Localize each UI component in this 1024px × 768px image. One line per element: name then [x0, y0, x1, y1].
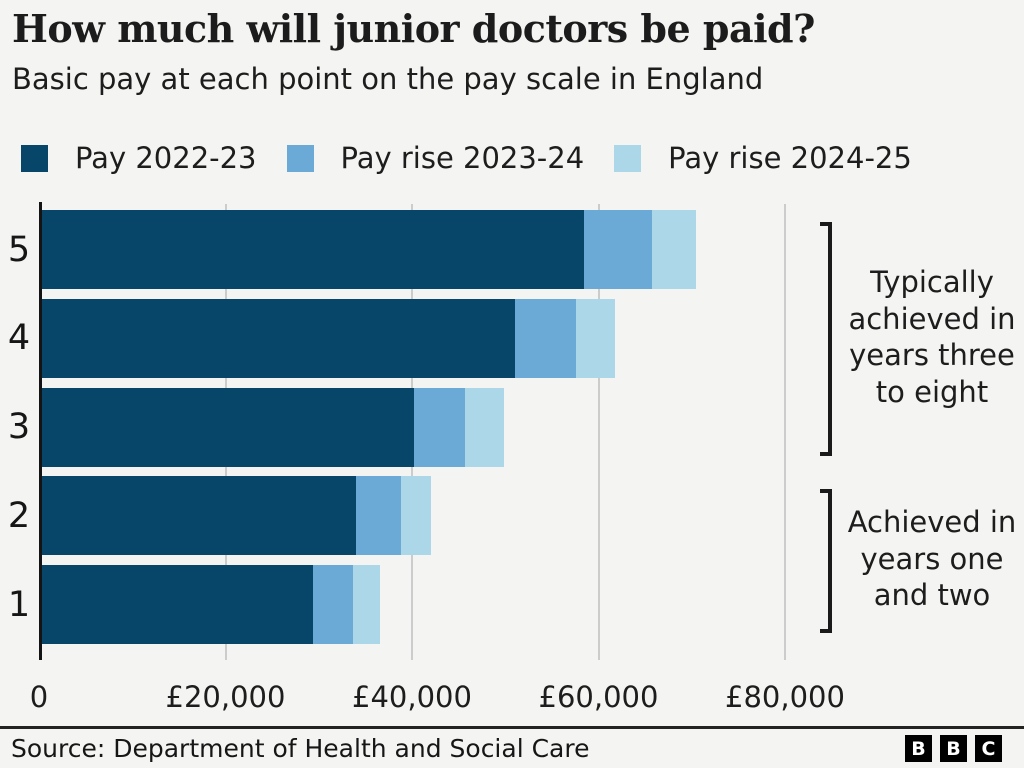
footer-divider	[0, 726, 1024, 729]
bar-segment-5-pay-rise-2023-24	[583, 210, 652, 289]
gridline-80000	[784, 204, 786, 660]
bar-segment-4-pay-rise-2024-25	[575, 298, 616, 378]
category-label-1: 1	[7, 584, 31, 625]
bar-segment-2-pay-2022-23	[39, 476, 357, 556]
legend-item-pay-rise-2024-25: Pay rise 2024-25	[614, 141, 912, 175]
bar-row-4: 4	[8, 298, 785, 378]
plot-area: 5 4 3 2 1	[8, 202, 786, 660]
bar-row-2: 2	[8, 476, 785, 556]
annotation-years-one-and-two: Achieved in years one and two	[847, 505, 1017, 612]
legend-item-pay-2022-23: Pay 2022-23	[21, 141, 257, 175]
bar-row-1: 1	[8, 565, 785, 645]
gridline-60000	[597, 204, 600, 660]
page-subtitle: Basic pay at each point on the pay scale…	[12, 62, 764, 96]
y-axis-line	[39, 202, 42, 660]
legend-swatch-icon	[286, 144, 314, 172]
bar-segment-4-pay-rise-2023-24	[514, 298, 576, 378]
legend-label: Pay 2022-23	[75, 141, 257, 175]
bar-segment-5-pay-rise-2024-25	[651, 210, 696, 289]
legend-swatch-icon	[21, 144, 48, 172]
category-label-4: 4	[7, 318, 31, 359]
bbc-logo: B B C	[905, 735, 1002, 762]
legend-item-pay-rise-2023-24: Pay rise 2023-24	[286, 141, 585, 175]
bar-segment-4-pay-2022-23	[39, 298, 515, 378]
legend-label: Pay rise 2024-25	[668, 141, 912, 175]
category-label-5: 5	[7, 229, 31, 270]
bar-row-3: 3	[8, 387, 785, 467]
x-tick-label-40000: £40,000	[352, 680, 472, 714]
bar-segment-3-pay-rise-2024-25	[465, 387, 505, 467]
chart-legend: Pay 2022-23 Pay rise 2023-24 Pay rise 20…	[21, 141, 912, 175]
bar-segment-2-pay-rise-2023-24	[356, 476, 401, 556]
bar-segment-1-pay-2022-23	[39, 565, 313, 645]
bbc-logo-block: C	[975, 735, 1002, 762]
bar-segment-3-pay-rise-2023-24	[414, 387, 466, 467]
bar-row-5: 5	[8, 210, 785, 289]
x-tick-label-20000: £20,000	[165, 680, 286, 714]
bbc-logo-block: B	[940, 735, 967, 762]
category-label-3: 3	[7, 407, 31, 448]
bars-container: 5 4 3 2 1	[8, 204, 785, 660]
bar-segment-2-pay-rise-2024-25	[400, 476, 431, 556]
x-tick-label-80000: £80,000	[725, 680, 845, 714]
x-axis-tick-labels: 0 £20,000 £40,000 £60,000 £80,000	[30, 680, 845, 716]
bbc-logo-block: B	[905, 735, 932, 762]
bracket-years-one-and-two	[820, 489, 832, 633]
bar-segment-5-pay-2022-23	[39, 210, 584, 289]
bar-segment-3-pay-2022-23	[39, 387, 415, 467]
category-label-2: 2	[7, 495, 31, 536]
x-tick-label-60000: £60,000	[538, 680, 659, 714]
bar-segment-1-pay-rise-2024-25	[353, 565, 381, 645]
annotation-years-three-to-eight: Typically achieved in years three to eig…	[848, 265, 1016, 409]
page-title: How much will junior doctors be paid?	[12, 6, 815, 51]
legend-label: Pay rise 2023-24	[340, 141, 585, 175]
legend-swatch-icon	[614, 144, 642, 172]
bar-segment-1-pay-rise-2023-24	[313, 565, 354, 645]
source-text: Source: Department of Health and Social …	[11, 734, 590, 763]
x-tick-label-0: 0	[29, 680, 49, 714]
bracket-years-three-to-eight	[820, 222, 832, 456]
